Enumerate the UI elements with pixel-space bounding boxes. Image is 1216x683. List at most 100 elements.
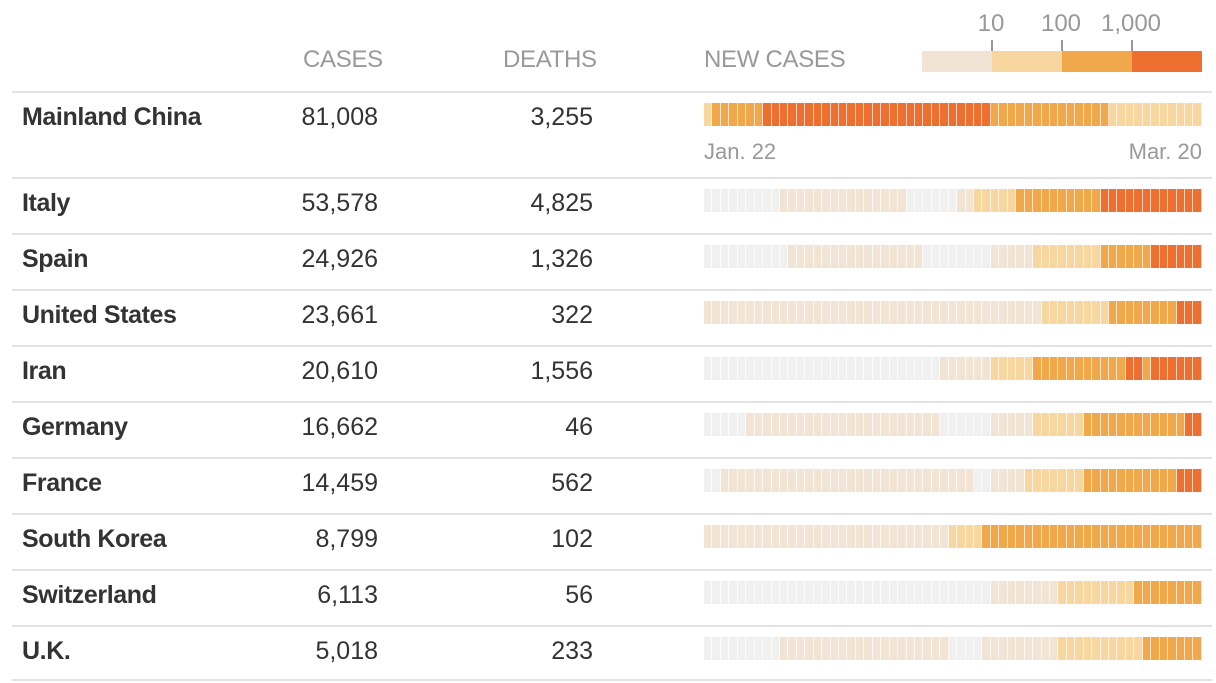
day-cell	[1176, 103, 1185, 126]
day-cell	[839, 581, 848, 604]
day-cell	[1142, 469, 1152, 492]
day-cell	[1092, 189, 1101, 212]
day-cell	[855, 103, 865, 126]
day-cell	[864, 469, 873, 492]
day-cell	[1083, 103, 1093, 126]
day-cell	[974, 413, 983, 436]
day-cell	[1168, 469, 1177, 492]
day-cell	[796, 469, 806, 492]
day-cell	[1142, 357, 1152, 380]
day-cell	[754, 637, 764, 660]
day-cell	[940, 525, 949, 548]
day-cell	[1184, 637, 1194, 660]
day-cell	[889, 301, 899, 324]
day-cell	[720, 245, 730, 268]
day-cell	[1100, 245, 1109, 268]
day-cell	[1049, 413, 1059, 436]
day-cell	[720, 581, 730, 604]
day-cell	[805, 525, 814, 548]
day-cell	[948, 301, 958, 324]
country-name: Italy	[22, 189, 71, 217]
day-cell	[1168, 189, 1177, 212]
day-cell	[931, 357, 941, 380]
day-cell	[864, 525, 873, 548]
day-cell	[974, 301, 983, 324]
day-cell	[1058, 413, 1067, 436]
day-cell	[906, 525, 915, 548]
day-cell	[737, 525, 747, 548]
day-cell	[1016, 189, 1025, 212]
day-cell	[1033, 637, 1042, 660]
day-cell	[923, 525, 932, 548]
day-cell	[1016, 581, 1025, 604]
day-cell	[1007, 189, 1017, 212]
day-cell	[965, 245, 974, 268]
day-cell	[805, 469, 814, 492]
day-cell	[906, 189, 915, 212]
day-cell	[1075, 469, 1084, 492]
day-cell	[813, 469, 823, 492]
day-cell	[923, 103, 932, 126]
day-cell	[1041, 103, 1050, 126]
day-cell	[1007, 413, 1017, 436]
day-cell	[796, 357, 806, 380]
day-cell	[1058, 469, 1067, 492]
day-cell	[1151, 189, 1160, 212]
day-cell	[923, 581, 932, 604]
day-cell	[1142, 245, 1152, 268]
day-cell	[1184, 469, 1194, 492]
day-cell	[763, 525, 772, 548]
day-cell	[763, 189, 772, 212]
day-cell	[847, 525, 856, 548]
day-cell	[788, 245, 797, 268]
day-cell	[872, 245, 882, 268]
day-cell	[957, 357, 966, 380]
day-cell	[779, 469, 789, 492]
day-cell	[1134, 525, 1143, 548]
day-cell	[822, 637, 831, 660]
day-cell	[1066, 301, 1076, 324]
day-cell	[889, 581, 899, 604]
day-cell	[914, 245, 924, 268]
day-cell	[1168, 103, 1177, 126]
day-cell	[898, 245, 907, 268]
day-cell	[1100, 637, 1109, 660]
day-cell	[729, 245, 738, 268]
day-cell	[1117, 413, 1126, 436]
day-cell	[1168, 637, 1177, 660]
day-cell	[1058, 189, 1067, 212]
day-cell	[839, 103, 848, 126]
day-cell	[779, 357, 789, 380]
day-cell	[830, 189, 839, 212]
day-cell	[754, 581, 764, 604]
day-cell	[771, 581, 780, 604]
day-cell	[1066, 245, 1076, 268]
day-cell	[1058, 581, 1067, 604]
day-cell	[1066, 413, 1076, 436]
day-cell	[822, 301, 831, 324]
day-cell	[948, 357, 958, 380]
day-cell	[771, 413, 780, 436]
cases-value: 14,459	[301, 469, 378, 497]
day-cell	[796, 301, 806, 324]
day-cell	[1083, 581, 1093, 604]
day-cell	[771, 525, 780, 548]
day-cell	[931, 413, 941, 436]
day-cell	[754, 357, 764, 380]
cases-value: 81,008	[301, 103, 378, 131]
day-cell	[1033, 245, 1042, 268]
day-cell	[898, 189, 907, 212]
day-cell	[746, 525, 755, 548]
day-cell	[855, 413, 865, 436]
day-cell	[1159, 637, 1169, 660]
day-cell	[746, 189, 755, 212]
day-cell	[788, 103, 797, 126]
day-cell	[1142, 103, 1152, 126]
day-cell	[1176, 189, 1185, 212]
day-cell	[990, 357, 1000, 380]
new-cases-strip	[704, 103, 1202, 126]
day-cell	[855, 469, 865, 492]
day-cell	[1117, 469, 1126, 492]
day-cell	[720, 103, 730, 126]
day-cell	[982, 525, 991, 548]
